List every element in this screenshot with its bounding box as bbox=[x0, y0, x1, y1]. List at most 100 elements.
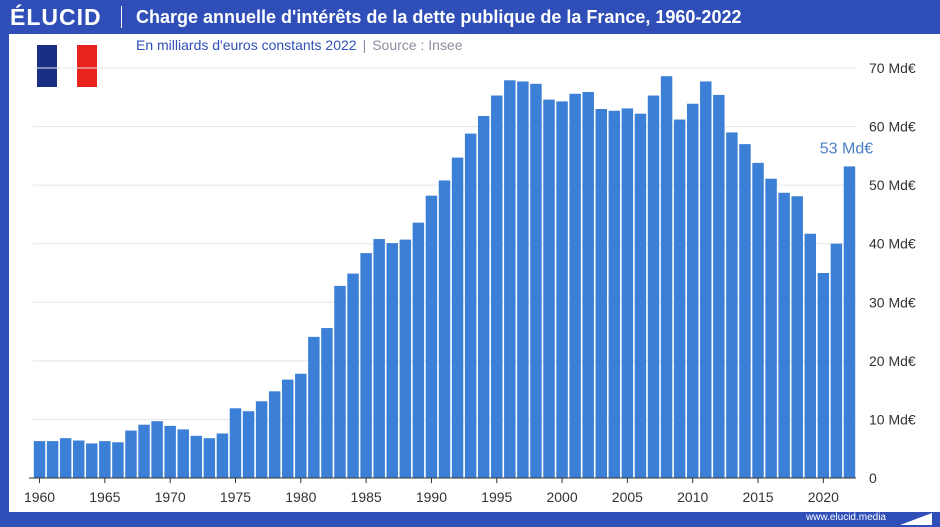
value-annotation: 53 Md€ bbox=[820, 140, 873, 157]
header-divider bbox=[121, 6, 122, 28]
bar bbox=[125, 430, 137, 478]
bar bbox=[59, 438, 72, 478]
bar bbox=[673, 119, 686, 479]
y-tick-label: 40 Md€ bbox=[869, 236, 916, 252]
x-tick-label: 1985 bbox=[351, 489, 382, 505]
x-tick-label: 2010 bbox=[677, 489, 708, 505]
bar bbox=[46, 441, 59, 478]
bar bbox=[713, 94, 725, 478]
bar bbox=[321, 328, 333, 478]
bar bbox=[151, 421, 163, 478]
bar bbox=[778, 192, 790, 478]
bar bbox=[830, 243, 843, 478]
bar bbox=[491, 95, 503, 479]
bar bbox=[504, 80, 516, 479]
chart-source: Source : Insee bbox=[372, 37, 463, 53]
bar bbox=[517, 81, 529, 478]
bar bbox=[804, 233, 817, 478]
x-tick-label: 1965 bbox=[89, 489, 120, 505]
elucid-logo[interactable]: ÉLUCID bbox=[10, 4, 102, 30]
y-tick-label: 50 Md€ bbox=[869, 177, 916, 193]
chart-subtitle-line: En milliards d'euros constants 2022 | Sour… bbox=[136, 37, 463, 53]
france-flag-icon bbox=[37, 45, 97, 87]
bar bbox=[334, 285, 346, 478]
bar bbox=[595, 109, 607, 478]
y-tick-label: 10 Md€ bbox=[869, 411, 916, 427]
bar bbox=[530, 83, 542, 479]
bar bbox=[647, 95, 660, 479]
bar bbox=[255, 401, 268, 478]
bar bbox=[438, 180, 451, 478]
y-tick-label: 20 Md€ bbox=[869, 353, 916, 369]
bar bbox=[543, 99, 555, 478]
bar bbox=[843, 166, 856, 478]
bar bbox=[112, 442, 124, 478]
x-tick-label: 1970 bbox=[155, 489, 186, 505]
bar bbox=[817, 273, 830, 478]
y-tick-label: 70 Md€ bbox=[869, 60, 916, 76]
flag-red-stripe bbox=[77, 45, 97, 87]
x-tick-label: 1960 bbox=[24, 489, 55, 505]
y-tick-label: 0 bbox=[869, 470, 877, 486]
bar bbox=[660, 76, 673, 478]
bar bbox=[425, 195, 438, 478]
bar bbox=[569, 93, 581, 479]
bar bbox=[177, 429, 189, 478]
bar bbox=[373, 239, 385, 478]
header-bar: ÉLUCID Charge annuelle d'intérêts de la … bbox=[0, 0, 940, 34]
bar bbox=[686, 103, 699, 478]
x-tick-label: 1990 bbox=[416, 489, 447, 505]
flag-white-stripe bbox=[57, 45, 77, 87]
bar bbox=[451, 157, 464, 478]
bar bbox=[608, 110, 621, 478]
x-tick-label: 1980 bbox=[285, 489, 316, 505]
bar bbox=[765, 178, 777, 478]
x-tick-label: 2000 bbox=[546, 489, 577, 505]
bar bbox=[556, 101, 568, 478]
footer-url[interactable]: www.elucid.media bbox=[805, 512, 886, 523]
bar bbox=[308, 336, 320, 478]
x-tick-label: 2005 bbox=[612, 489, 643, 505]
bar bbox=[752, 162, 764, 478]
x-tick-label: 1995 bbox=[481, 489, 512, 505]
bar bbox=[203, 438, 216, 478]
bar bbox=[268, 391, 281, 478]
x-tick-label: 1975 bbox=[220, 489, 251, 505]
bar bbox=[399, 239, 412, 478]
bar bbox=[347, 273, 359, 478]
bar bbox=[138, 424, 150, 478]
bar bbox=[726, 132, 738, 478]
bar bbox=[464, 133, 477, 478]
bar bbox=[242, 411, 255, 478]
flag-blue-stripe bbox=[37, 45, 57, 87]
bar bbox=[295, 373, 307, 478]
bar bbox=[33, 441, 46, 478]
bar bbox=[582, 92, 594, 478]
bar bbox=[700, 81, 712, 478]
elucid-mark-icon bbox=[900, 513, 932, 525]
bar bbox=[190, 435, 203, 478]
bar bbox=[386, 243, 398, 478]
bar bbox=[621, 108, 634, 479]
x-tick-label: 2015 bbox=[742, 489, 773, 505]
y-tick-label: 60 Md€ bbox=[869, 119, 916, 135]
bar bbox=[282, 379, 294, 478]
bar bbox=[229, 408, 242, 478]
bar bbox=[791, 196, 803, 478]
bar bbox=[86, 443, 98, 478]
bar bbox=[412, 222, 425, 478]
bar bbox=[72, 440, 85, 478]
bar bbox=[360, 253, 372, 478]
chart-subtitle: En milliards d'euros constants 2022 bbox=[136, 37, 357, 53]
bar bbox=[739, 144, 751, 478]
y-tick-label: 30 Md€ bbox=[869, 294, 916, 310]
x-tick-label: 2020 bbox=[808, 489, 839, 505]
bar bbox=[99, 441, 111, 478]
bar bbox=[164, 425, 176, 478]
subtitle-separator: | bbox=[362, 37, 367, 53]
chart-title: Charge annuelle d'intérêts de la dette p… bbox=[136, 7, 742, 27]
bar bbox=[477, 116, 490, 479]
bar bbox=[216, 433, 229, 478]
